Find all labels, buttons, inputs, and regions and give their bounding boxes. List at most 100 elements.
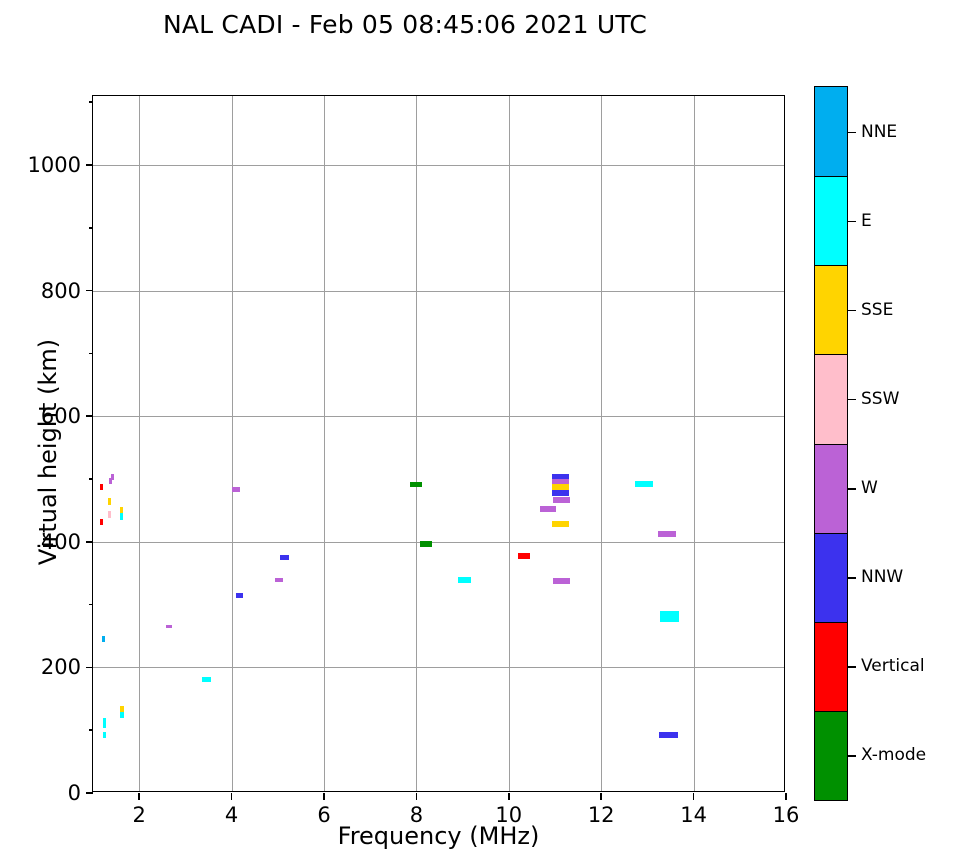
echo-trace [517,552,531,559]
echo-trace [659,614,680,622]
x-axis-tick [415,793,418,800]
y-axis-minor-tick [89,352,93,355]
y-axis-tick [86,289,93,292]
y-gridline [93,667,784,669]
x-gridline [416,96,418,791]
x-axis-tick-label: 16 [772,803,800,827]
echo-trace [274,578,283,583]
colorbar: NNE E SSE SSW W NNW Vertical X-mode [814,86,926,801]
y-axis-tick-label: 0 [67,781,81,805]
x-axis-tick-label: 4 [224,803,239,827]
y-axis-tick [86,415,93,418]
colorbar-label-nnw: NNW [861,567,904,588]
x-gridline [231,96,233,791]
colorbar-tick [848,309,856,312]
y-axis-tick [86,792,93,794]
colorbar-tick [848,131,856,134]
echo-trace [102,732,106,739]
colorbar-divider [815,443,847,445]
colorbar-tick [848,577,856,579]
echo-trace [235,592,244,598]
echo-trace [551,483,570,490]
echo-trace [635,481,653,488]
colorbar-divider [815,710,847,712]
colorbar-segment-x-mode [815,710,847,800]
x-axis-tick [600,793,602,800]
colorbar-label-w: W [861,478,878,499]
echo-trace [120,706,124,713]
x-gridline [324,96,325,791]
x-gridline [508,96,510,791]
echo-trace [108,498,112,506]
y-axis-minor-tick [89,227,93,229]
x-axis-tick-label: 6 [317,803,331,827]
y-axis-tick [86,164,93,166]
echo-trace [539,506,557,513]
colorbar-label-x-mode: X-mode [861,745,927,766]
colorbar-title-wrap: Azimuth Direction [905,230,945,650]
x-axis-tick [230,793,233,800]
echo-trace [101,636,105,643]
echo-trace [553,577,570,584]
x-gridline [601,96,603,791]
y-gridline [93,165,784,167]
colorbar-divider [815,265,847,267]
echo-trace [120,507,124,516]
colorbar-divider [815,621,847,623]
colorbar-segment-nnw [815,532,847,622]
colorbar-tick [848,488,856,490]
x-gridline [139,96,141,791]
colorbar-segment-e [815,176,847,266]
echo-trace [658,531,677,538]
colorbar-tick [848,755,856,757]
echo-trace [551,521,570,528]
echo-trace [551,490,570,497]
echo-trace [102,717,106,728]
colorbar-label-ssw: SSW [861,388,900,409]
colorbar-label-e: E [861,210,872,231]
colorbar-divider [815,354,847,356]
colorbar-divider [815,532,847,534]
echo-trace [552,497,571,504]
plot-area: 0 200 400 600 800 1000 2 4 6 8 10 12 14 16 [28,95,799,827]
x-axis-tick [785,793,787,800]
x-gridline [693,96,695,791]
y-axis-title-wrap: Virtual height (km) [18,120,62,680]
echo-trace [99,484,103,491]
x-axis-tick [508,793,510,800]
x-axis-tick-label: 2 [132,803,146,827]
colorbar-segment-ssw [815,354,847,444]
x-axis-tick [138,793,140,800]
y-axis-tick [86,541,93,543]
y-axis-tick [86,666,93,669]
echo-trace [458,576,472,583]
colorbar-segment-sse [815,265,847,355]
colorbar-divider [815,176,847,178]
echo-trace [659,610,680,618]
y-axis-tick-label: 200 [40,655,81,680]
y-axis-minor-tick [89,478,93,480]
colorbar-label-vertical: Vertical [861,656,925,677]
y-gridline [93,416,784,418]
echo-trace [111,473,115,480]
echo-trace [202,677,211,683]
colorbar-segment-w [815,443,847,533]
x-axis-tick-label: 10 [495,803,523,827]
colorbar-tick [848,220,856,223]
x-axis-tick [323,793,325,800]
y-axis-tick-label: 400 [40,529,81,554]
x-axis-tick-label: 12 [587,803,615,827]
x-axis-tick-label: 8 [409,803,424,827]
echo-trace [551,479,570,485]
echo-trace [108,511,112,519]
x-axis-title: Frequency (MHz) [337,822,540,850]
y-axis-tick-label: 800 [40,278,81,303]
echo-trace [120,512,124,520]
y-axis-title: Virtual height (km) [34,338,62,566]
page-title: NAL CADI - Feb 05 08:45:06 2021 UTC [162,10,648,39]
echo-trace [120,712,124,719]
colorbar-label-sse: SSE [861,299,894,320]
x-axis-tick-label: 14 [680,803,707,827]
y-gridline [93,541,784,543]
y-axis-minor-tick [89,729,93,731]
